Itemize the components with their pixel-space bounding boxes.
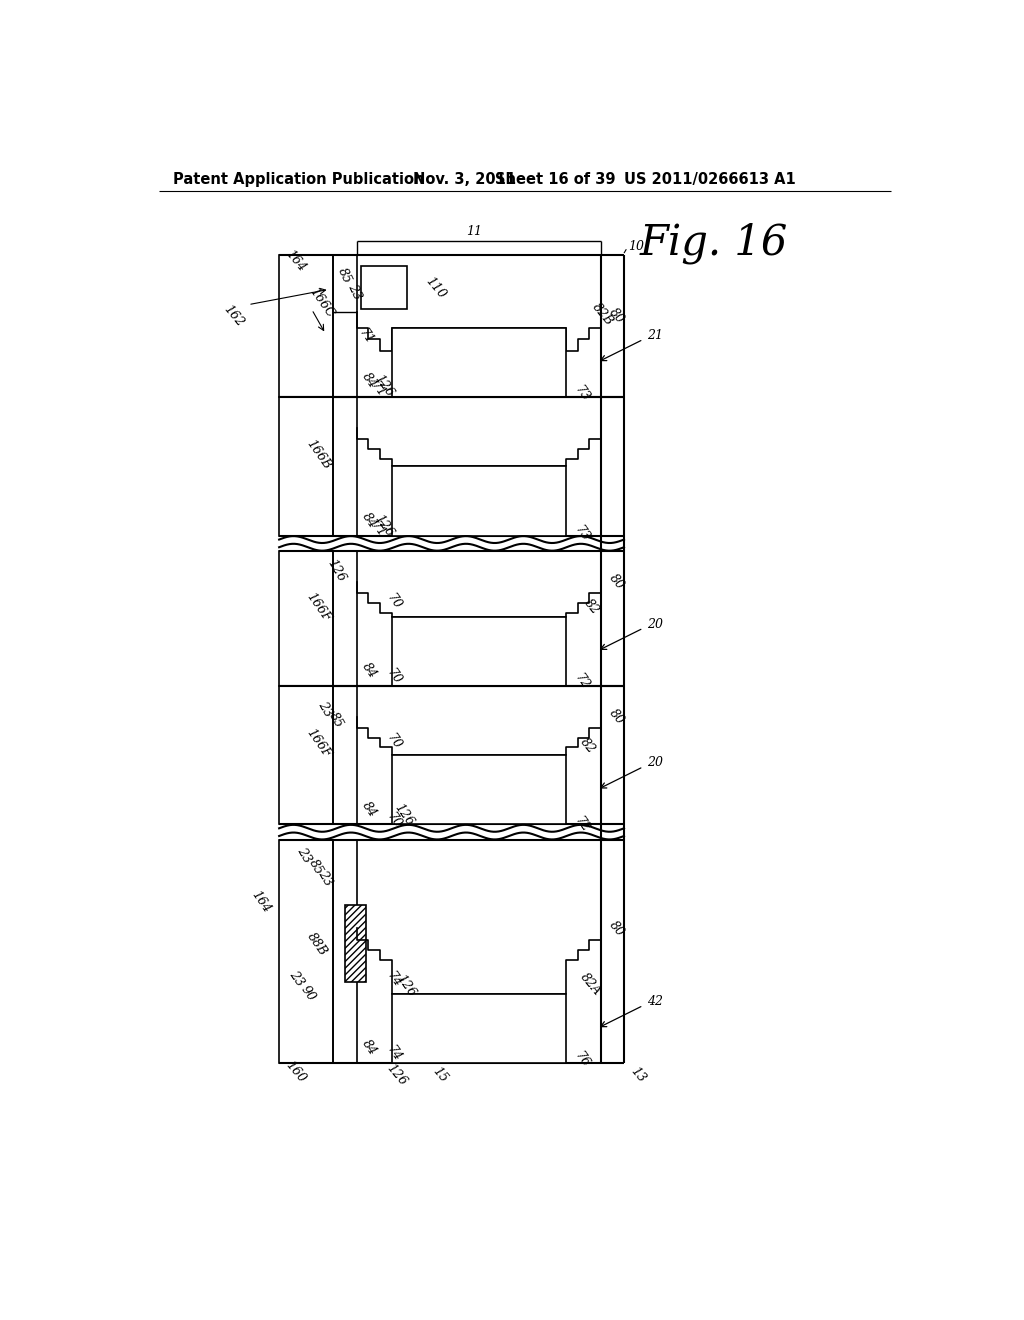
Text: 72: 72 — [572, 814, 592, 834]
Text: Sheet 16 of 39: Sheet 16 of 39 — [496, 172, 615, 186]
Text: 15: 15 — [430, 1064, 451, 1085]
Text: 71: 71 — [356, 327, 376, 347]
Text: 10: 10 — [628, 240, 644, 253]
Text: 85: 85 — [335, 267, 353, 286]
Text: 21: 21 — [647, 329, 664, 342]
Bar — [391, 466, 566, 536]
Bar — [280, 255, 334, 397]
Bar — [280, 552, 334, 686]
Text: 82: 82 — [578, 735, 598, 756]
Text: 84: 84 — [359, 660, 379, 681]
Bar — [345, 906, 366, 982]
Text: 160: 160 — [283, 1059, 308, 1086]
Text: 73: 73 — [572, 523, 592, 544]
Text: 20: 20 — [647, 756, 664, 770]
Text: 11: 11 — [466, 224, 482, 238]
Text: Patent Application Publication: Patent Application Publication — [173, 172, 425, 186]
Text: 126: 126 — [324, 557, 347, 583]
Text: 23: 23 — [345, 281, 364, 301]
Text: 80: 80 — [607, 306, 627, 326]
Text: 80: 80 — [607, 572, 627, 593]
Bar — [391, 755, 566, 825]
Text: 74: 74 — [384, 1044, 403, 1064]
Text: 126: 126 — [372, 372, 396, 399]
Text: 164: 164 — [283, 247, 308, 275]
Text: 74: 74 — [384, 970, 403, 990]
Text: US 2011/0266613 A1: US 2011/0266613 A1 — [624, 172, 796, 186]
Bar — [391, 994, 566, 1063]
Text: 162: 162 — [221, 302, 247, 330]
Text: 82: 82 — [582, 597, 602, 618]
Text: 164: 164 — [249, 888, 273, 915]
Text: 72: 72 — [572, 672, 592, 692]
Text: 126: 126 — [384, 1061, 410, 1088]
Text: 110: 110 — [423, 275, 447, 301]
Text: 84: 84 — [359, 799, 379, 820]
Bar — [280, 397, 334, 536]
Text: 126: 126 — [372, 512, 396, 540]
Text: 126: 126 — [391, 801, 416, 828]
Text: 90: 90 — [298, 983, 317, 1005]
Text: 166B: 166B — [304, 437, 334, 473]
Text: 71: 71 — [368, 379, 388, 400]
Text: 23: 23 — [295, 845, 314, 866]
Text: 126: 126 — [394, 973, 418, 999]
Bar — [280, 686, 334, 825]
Bar — [391, 616, 566, 686]
Bar — [391, 327, 566, 397]
Text: 70: 70 — [384, 810, 403, 830]
Text: Fig. 16: Fig. 16 — [640, 222, 787, 264]
Text: Nov. 3, 2011: Nov. 3, 2011 — [414, 172, 516, 186]
Text: 76: 76 — [572, 1049, 592, 1069]
Text: 23: 23 — [315, 869, 335, 888]
Text: 85: 85 — [306, 857, 326, 876]
Text: 166F: 166F — [304, 590, 333, 624]
Text: 85: 85 — [327, 710, 346, 731]
Text: 73: 73 — [572, 383, 592, 404]
Text: 166F: 166F — [304, 726, 333, 760]
Text: 166C: 166C — [306, 285, 336, 321]
Text: 80: 80 — [607, 919, 627, 939]
Text: 13: 13 — [628, 1064, 648, 1085]
Text: 23: 23 — [315, 698, 335, 719]
Text: 88B: 88B — [304, 929, 330, 958]
Text: 84: 84 — [359, 370, 379, 391]
Text: 71: 71 — [368, 519, 388, 540]
Text: 23: 23 — [287, 968, 306, 989]
Bar — [280, 840, 334, 1063]
Text: 20: 20 — [647, 618, 664, 631]
Bar — [360, 267, 407, 309]
Text: 82A: 82A — [578, 970, 603, 998]
Text: 82B: 82B — [589, 300, 615, 327]
Text: 80: 80 — [607, 706, 627, 727]
Text: 84: 84 — [359, 1038, 379, 1059]
Text: 84: 84 — [359, 510, 379, 531]
Text: 42: 42 — [647, 995, 664, 1008]
Text: 70: 70 — [384, 731, 403, 751]
Text: 70: 70 — [384, 591, 403, 611]
Text: 70: 70 — [384, 667, 403, 686]
